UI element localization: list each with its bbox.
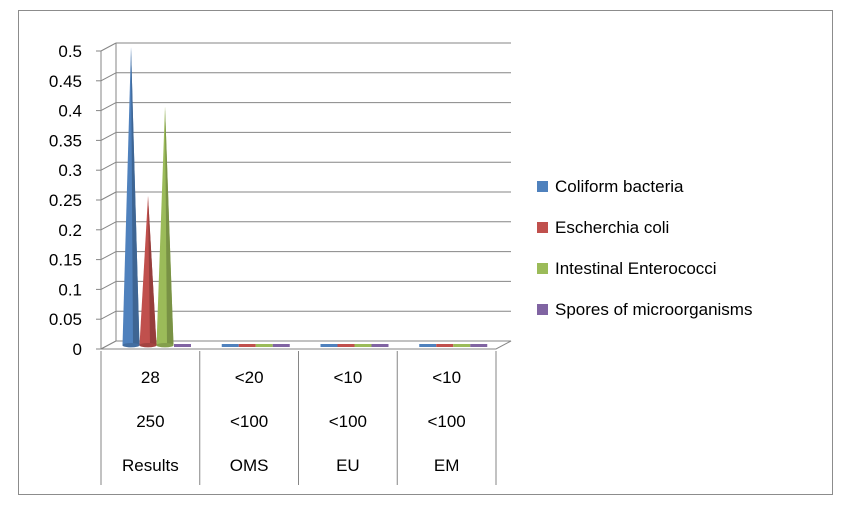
category-label: Results (122, 456, 179, 475)
y-tick-label: 0.2 (58, 221, 82, 240)
category-label: <20 (235, 368, 264, 387)
category-label: <100 (329, 412, 367, 431)
category-label: EM (434, 456, 460, 475)
cone-shade-0-0 (131, 47, 140, 346)
cone-shade-2-0 (165, 106, 174, 346)
legend-swatch (537, 222, 548, 233)
gridline-depth (100, 251, 117, 261)
flat-bar-0-3 (419, 344, 437, 347)
legend-label: Escherchia coli (555, 218, 669, 237)
gridline-depth (100, 131, 117, 141)
cone-base-2-0 (156, 343, 174, 348)
flat-bar-1-1 (238, 344, 256, 347)
cone-base-0-0 (122, 343, 140, 348)
gridline-depth (100, 221, 117, 231)
category-label: EU (336, 456, 360, 475)
category-label: <100 (230, 412, 268, 431)
flat-bar-0-2 (320, 344, 338, 347)
y-tick-label: 0.5 (58, 42, 82, 61)
y-tick-label: 0.05 (49, 310, 82, 329)
gridline-depth (100, 42, 117, 52)
y-tick-label: 0.35 (49, 131, 82, 150)
flat-bar-1-2 (337, 344, 355, 347)
legend-swatch (537, 181, 548, 192)
y-tick-label: 0.45 (49, 72, 82, 91)
flat-bar-1-3 (436, 344, 454, 347)
gridline-depth (100, 161, 117, 171)
category-label: <10 (432, 368, 461, 387)
gridline-depth (100, 72, 117, 82)
flat-bar-3-2 (371, 344, 389, 347)
y-tick-label: 0.1 (58, 280, 82, 299)
gridline-depth (100, 102, 117, 112)
gridline-depth (100, 280, 117, 290)
flat-bar-3-3 (470, 344, 488, 347)
y-tick-label: 0.25 (49, 191, 82, 210)
legend-label: Spores of microorganisms (555, 300, 752, 319)
flat-bar-3-1 (272, 344, 290, 347)
y-tick-label: 0.3 (58, 161, 82, 180)
gridline-depth (100, 191, 117, 201)
flat-bar-2-3 (453, 344, 471, 347)
flat-bar-2-1 (255, 344, 273, 347)
cone-shade-1-0 (148, 196, 157, 346)
flat-bar-0-1 (221, 344, 239, 347)
chart-floor (100, 340, 512, 350)
legend-label: Intestinal Enterococci (555, 259, 717, 278)
legend-swatch (537, 263, 548, 274)
category-label: OMS (230, 456, 269, 475)
legend-swatch (537, 304, 548, 315)
y-tick-label: 0.15 (49, 251, 82, 270)
chart-frame (18, 10, 833, 495)
flat-bar-3-0 (174, 344, 191, 347)
legend-label: Coliform bacteria (555, 177, 684, 196)
y-tick-label: 0 (73, 340, 82, 359)
category-label: 250 (136, 412, 164, 431)
flat-bar-2-2 (354, 344, 372, 347)
category-label: <10 (333, 368, 362, 387)
cone-base-1-0 (139, 343, 157, 348)
category-label: <100 (427, 412, 465, 431)
y-tick-label: 0.4 (58, 102, 82, 121)
category-label: 28 (141, 368, 160, 387)
gridline-depth (100, 310, 117, 320)
